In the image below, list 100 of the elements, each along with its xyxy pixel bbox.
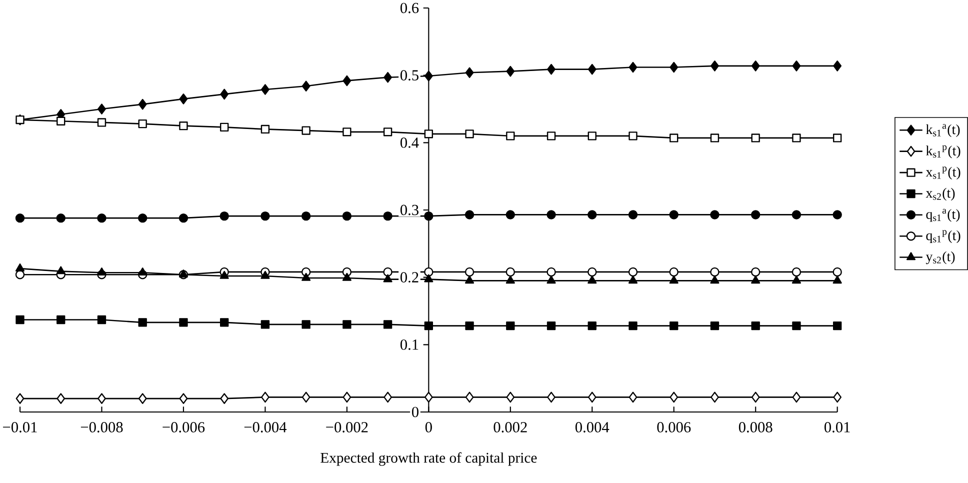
x-tick-label: −0.004 <box>244 422 287 432</box>
point <box>302 80 310 92</box>
point <box>670 62 678 73</box>
point <box>792 267 802 277</box>
legend-label: x$_{s2}$(t) <box>926 188 955 201</box>
x-tick-label: 0.004 <box>575 422 610 432</box>
legend-label: q$_{s1}$$^{p}$(t) <box>926 230 960 244</box>
legend-label: q$_{s1}$$^{a}$(t) <box>926 208 960 222</box>
point <box>342 320 352 329</box>
point <box>547 64 556 75</box>
point <box>792 321 801 330</box>
point <box>546 321 556 330</box>
point <box>15 270 25 280</box>
point <box>342 272 352 281</box>
point <box>669 210 678 220</box>
y-tick-label: 0 <box>412 406 418 418</box>
point <box>710 267 720 277</box>
point <box>424 267 434 277</box>
x-tick-label: −0.01 <box>3 422 37 432</box>
x-tick-label: 0.002 <box>494 422 527 432</box>
point <box>506 210 516 220</box>
point <box>832 267 842 277</box>
point <box>342 128 352 136</box>
point <box>260 211 270 221</box>
point <box>97 118 106 127</box>
point <box>792 392 801 403</box>
y-tick-label: 0.6 <box>400 2 419 14</box>
point <box>97 267 106 276</box>
y-tick-label: 0.4 <box>400 137 419 148</box>
point <box>751 134 760 142</box>
point <box>506 392 515 403</box>
point <box>302 272 311 281</box>
point <box>465 392 474 403</box>
point <box>710 276 720 284</box>
legend-label: y$_{s2}$(t) <box>926 251 955 264</box>
point <box>546 132 556 140</box>
point <box>628 267 638 277</box>
point <box>302 392 310 403</box>
point <box>138 119 147 128</box>
point <box>16 315 24 324</box>
point <box>751 210 760 220</box>
point <box>384 392 392 403</box>
point <box>342 211 352 221</box>
point <box>138 267 148 276</box>
point <box>260 270 270 279</box>
point <box>751 276 760 284</box>
x-tick-label: −0.002 <box>326 422 368 432</box>
point <box>506 132 515 140</box>
point <box>220 88 229 100</box>
point <box>506 66 515 77</box>
point <box>710 60 719 72</box>
point <box>424 211 434 221</box>
point <box>588 392 596 403</box>
point <box>506 276 515 284</box>
point <box>138 393 147 404</box>
point <box>751 321 760 330</box>
point <box>832 210 842 220</box>
x-tick-label: 0.01 <box>824 422 850 432</box>
point <box>464 267 474 277</box>
legend-label: x$_{s1}$$^{p}$(t) <box>926 166 960 180</box>
point <box>506 267 516 277</box>
point <box>710 134 720 142</box>
point <box>98 393 106 404</box>
point <box>383 320 392 329</box>
point <box>465 130 474 138</box>
y-tick-label: 0.2 <box>400 272 418 283</box>
point <box>424 274 434 282</box>
point <box>56 116 66 126</box>
x-axis-title: Expected growth rate of capital price <box>320 452 537 466</box>
point <box>832 276 842 284</box>
point <box>588 321 596 330</box>
point <box>710 321 720 330</box>
point <box>138 98 147 110</box>
point <box>465 276 474 284</box>
point <box>179 122 188 130</box>
point <box>383 274 392 282</box>
point <box>833 60 842 72</box>
point <box>424 392 433 403</box>
point <box>179 318 188 327</box>
point <box>833 321 842 330</box>
point <box>98 104 106 114</box>
point <box>628 210 638 220</box>
y-tick-label: 0.1 <box>400 339 418 350</box>
point <box>342 75 352 86</box>
point <box>792 60 801 72</box>
point <box>424 130 433 138</box>
point <box>383 211 392 221</box>
point <box>179 393 188 404</box>
point <box>710 392 719 403</box>
point <box>138 318 147 327</box>
x-tick-label: 0 <box>425 422 432 432</box>
point <box>97 315 106 324</box>
point <box>628 321 638 330</box>
point <box>15 213 25 223</box>
point <box>628 132 638 140</box>
legend-label: k$_{s1}$$^{a}$(t) <box>926 124 960 138</box>
point <box>751 392 760 403</box>
point <box>628 276 638 284</box>
x-tick-label: −0.006 <box>162 422 205 432</box>
point <box>588 267 597 277</box>
